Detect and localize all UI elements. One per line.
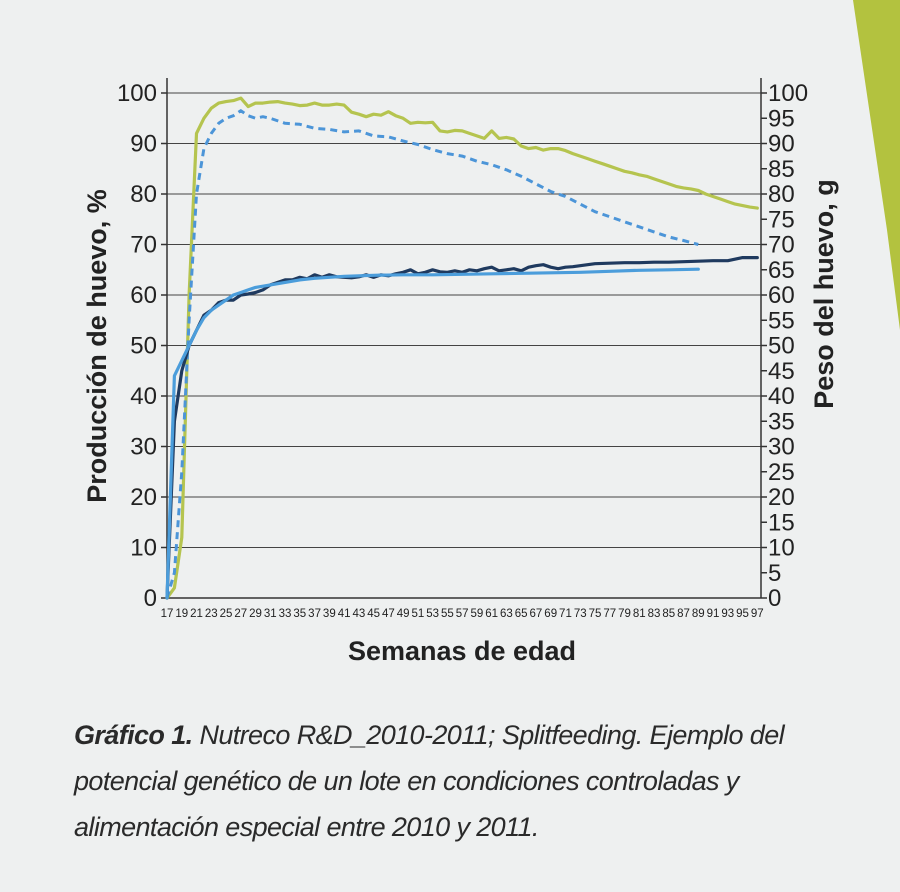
y2-tick-label: 75 (768, 206, 795, 233)
y2-tick-label: 95 (768, 105, 795, 132)
y-tick-label: 10 (130, 535, 157, 562)
figure-caption: Gráfico 1. Nutreco R&D_2010-2011; Splitf… (74, 712, 864, 850)
x-tick-label: 77 (603, 608, 616, 620)
x-tick-label: 67 (530, 608, 543, 620)
y2-tick-label: 60 (768, 282, 795, 309)
x-tick-label: 75 (589, 608, 602, 620)
x-tick-label: 91 (707, 608, 720, 620)
x-tick-label: 43 (352, 608, 365, 620)
x-tick-label: 31 (264, 608, 277, 620)
x-tick-label: 81 (633, 608, 646, 620)
y2-tick-label: 100 (768, 80, 808, 107)
y-tick-label: 70 (130, 232, 157, 259)
x-tick-label: 59 (471, 608, 484, 620)
y-tick-label: 50 (130, 333, 157, 360)
y-tick-label: 100 (117, 80, 157, 107)
y2-tick-label: 40 (768, 383, 795, 410)
x-tick-label: 21 (190, 608, 203, 620)
y2-tick-label: 30 (768, 434, 795, 461)
x-tick-label: 95 (736, 608, 749, 620)
x-tick-label: 85 (662, 608, 675, 620)
series-line-4 (165, 267, 700, 600)
y2-tick-label: 25 (768, 459, 795, 486)
y2-tick-label: 45 (768, 358, 795, 385)
accent-stripe (853, 0, 900, 330)
series-line-3 (165, 256, 759, 600)
y2-tick-label: 5 (768, 560, 781, 587)
x-tick-label: 51 (411, 608, 424, 620)
x-tick-label: 53 (426, 608, 439, 620)
x-tick-label: 93 (721, 608, 734, 620)
x-axis-title: Semanas de edad (348, 636, 576, 666)
y-tick-label: 40 (130, 383, 157, 410)
y-tick-label: 80 (130, 181, 157, 208)
x-tick-label: 83 (648, 608, 661, 620)
x-tick-label: 17 (161, 608, 174, 620)
x-tick-label: 89 (692, 608, 705, 620)
y2-tick-label: 70 (768, 232, 795, 259)
x-tick-label: 25 (220, 608, 233, 620)
caption-text: Nutreco R&D_2010-2011; Splitfeeding. Eje… (74, 720, 785, 842)
y-tick-label: 0 (144, 585, 157, 612)
y2-tick-label: 0 (768, 585, 781, 612)
x-tick-label: 23 (205, 608, 218, 620)
series-line-2 (165, 109, 699, 599)
y2-tick-label: 50 (768, 333, 795, 360)
y2-tick-label: 85 (768, 156, 795, 183)
y2-tick-label: 10 (768, 535, 795, 562)
x-tick-label: 35 (293, 608, 306, 620)
x-tick-label: 63 (500, 608, 513, 620)
x-tick-label: 69 (544, 608, 557, 620)
x-tick-label: 47 (382, 608, 395, 620)
x-tick-label: 57 (456, 608, 469, 620)
x-tick-label: 29 (249, 608, 262, 620)
x-tick-label: 97 (751, 608, 764, 620)
x-tick-label: 55 (441, 608, 454, 620)
x-tick-label: 27 (234, 608, 247, 620)
x-tick-label: 79 (618, 608, 631, 620)
y2-axis-title: Peso del huevo, g (809, 179, 839, 409)
x-tick-label: 37 (308, 608, 321, 620)
y2-tick-label: 35 (768, 408, 795, 435)
x-tick-label: 39 (323, 608, 336, 620)
series-line-1 (165, 96, 759, 600)
y-axis-title: Producción de huevo, % (82, 189, 112, 503)
x-tick-label: 33 (279, 608, 292, 620)
x-tick-label: 87 (677, 608, 690, 620)
y2-tick-label: 65 (768, 257, 795, 284)
x-tick-label: 41 (338, 608, 351, 620)
x-tick-label: 45 (367, 608, 380, 620)
y2-tick-label: 90 (768, 131, 795, 158)
y2-tick-label: 15 (768, 509, 795, 536)
x-tick-label: 73 (574, 608, 587, 620)
y2-tick-label: 55 (768, 307, 795, 334)
caption-label: Gráfico 1. (74, 720, 193, 750)
x-tick-label: 19 (175, 608, 188, 620)
x-tick-label: 71 (559, 608, 572, 620)
x-tick-label: 65 (515, 608, 528, 620)
y-tick-label: 60 (130, 282, 157, 309)
y-tick-label: 30 (130, 434, 157, 461)
y2-tick-label: 20 (768, 484, 795, 511)
y2-tick-label: 80 (768, 181, 795, 208)
x-tick-label: 49 (397, 608, 410, 620)
x-tick-label: 61 (485, 608, 498, 620)
y-tick-label: 20 (130, 484, 157, 511)
y-tick-label: 90 (130, 131, 157, 158)
